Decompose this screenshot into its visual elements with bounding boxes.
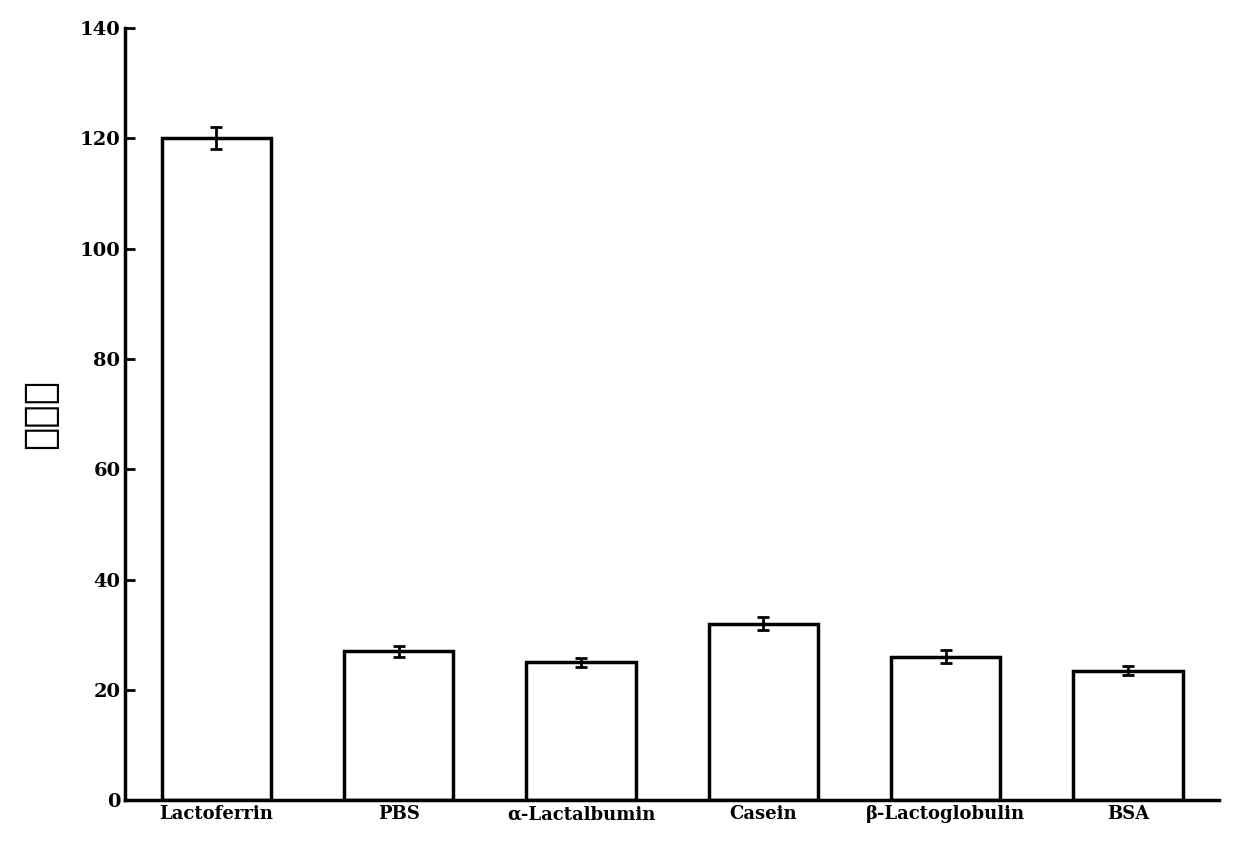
Bar xyxy=(161,138,272,800)
Bar xyxy=(892,657,1001,800)
Y-axis label: 极化率: 极化率 xyxy=(21,379,58,449)
Bar xyxy=(1074,671,1183,800)
Bar xyxy=(526,663,636,800)
Bar xyxy=(709,624,818,800)
Bar xyxy=(343,652,454,800)
